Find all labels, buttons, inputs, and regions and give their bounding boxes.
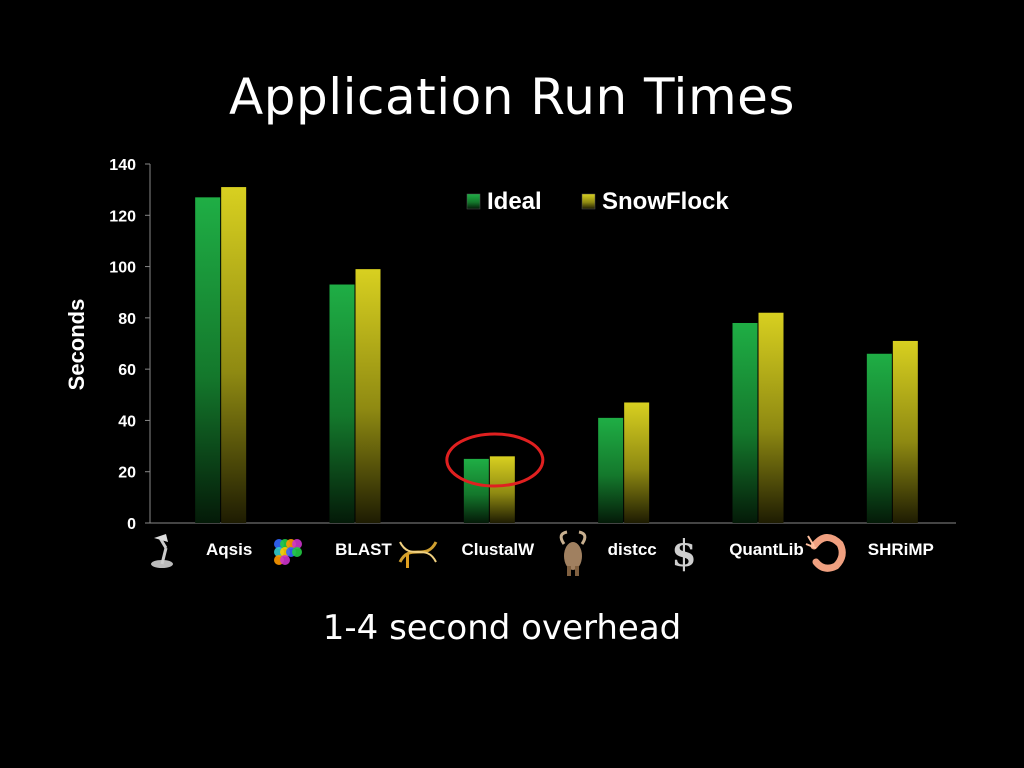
bar-ideal-aqsis xyxy=(195,197,221,524)
bar-ideal-blast xyxy=(329,284,355,523)
x-tick-label: BLAST xyxy=(335,540,392,559)
y-tick-label: 40 xyxy=(118,413,136,430)
bar-snowflock-clustalw xyxy=(489,456,515,523)
y-tick-label: 80 xyxy=(118,311,136,328)
overhead-caption: 1-4 second overhead xyxy=(322,608,682,648)
bar-ideal-quantlib xyxy=(732,322,758,523)
legend-label-ideal: Ideal xyxy=(487,188,542,215)
y-axis-label: Seconds xyxy=(64,299,89,391)
x-tick-label: SHRiMP xyxy=(868,540,934,559)
shrimp-icon xyxy=(805,534,846,572)
x-tick-label: distcc xyxy=(608,540,657,559)
y-tick-label: 0 xyxy=(127,516,136,533)
bar-snowflock-distcc xyxy=(624,402,650,523)
x-tick-label: ClustalW xyxy=(461,540,535,559)
bar-ideal-shrimp xyxy=(866,353,892,523)
dollar-icon: $ xyxy=(671,533,696,575)
legend-swatch-snowflock xyxy=(581,193,596,210)
legend-swatch-ideal xyxy=(466,193,481,210)
bar-ideal-distcc xyxy=(598,417,624,523)
svg-text:$: $ xyxy=(671,533,696,575)
slide-title: Application Run Times xyxy=(229,68,795,126)
x-tick-label: Aqsis xyxy=(206,540,252,559)
lamp-icon xyxy=(151,534,173,568)
y-tick-label: 60 xyxy=(118,362,136,379)
y-tick-label: 20 xyxy=(118,465,136,482)
legend-label-snowflock: SnowFlock xyxy=(602,188,729,215)
bar-snowflock-quantlib xyxy=(758,312,784,523)
bar-snowflock-blast xyxy=(355,269,381,523)
highlight-ellipse xyxy=(445,432,545,488)
protein-icon xyxy=(274,539,302,565)
bar-snowflock-shrimp xyxy=(892,340,918,523)
x-tick-label: QuantLib xyxy=(729,540,804,559)
bar-snowflock-aqsis xyxy=(221,187,247,524)
y-tick-label: 120 xyxy=(109,208,136,225)
bar-ideal-clustalw xyxy=(463,458,489,523)
gnu-icon xyxy=(559,530,587,576)
y-tick-label: 140 xyxy=(109,157,136,174)
y-tick-label: 100 xyxy=(109,260,136,277)
dna-icon xyxy=(398,541,438,568)
